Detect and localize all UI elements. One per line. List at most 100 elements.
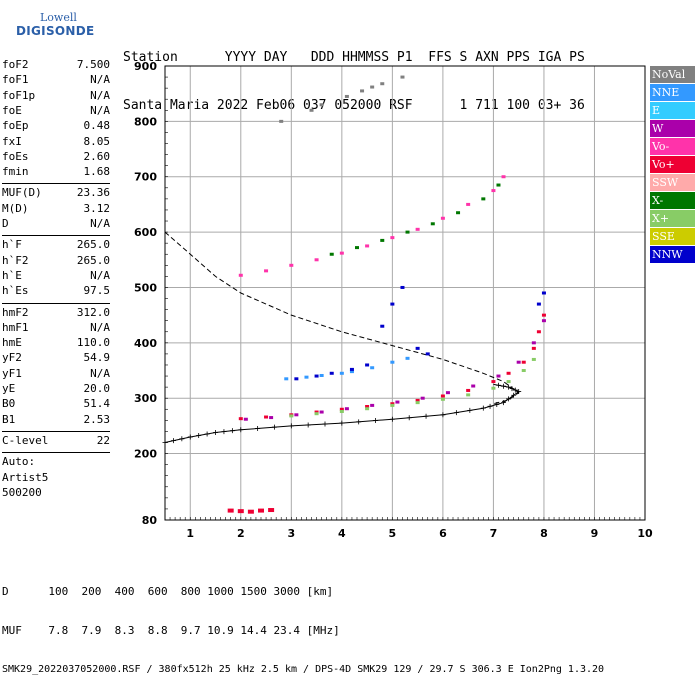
profile-plus-mark (453, 410, 459, 416)
profile-plus-mark (509, 386, 515, 392)
echo-point-x- (415, 401, 420, 405)
profile-plus-mark (467, 407, 473, 413)
param-name: yF2 (2, 351, 22, 365)
echo-point-x- (456, 211, 461, 215)
plot-frame (164, 65, 646, 521)
es-trace-point (258, 508, 264, 513)
echo-point-x- (491, 386, 496, 390)
echo-point-vo- (491, 380, 496, 384)
profile-plus-mark (229, 428, 235, 434)
legend-nne: NNE (650, 84, 695, 101)
y-tick-label: 700 (134, 171, 157, 184)
y-tick-label: 900 (134, 60, 157, 73)
param-name: hmE (2, 336, 22, 350)
x-tick-label: 10 (637, 527, 653, 540)
echo-point-w (496, 374, 501, 378)
y-tick-label: 400 (134, 337, 157, 350)
param-value: N/A (90, 320, 110, 334)
echo-point-vo- (531, 346, 536, 350)
echo-point-x- (440, 397, 445, 401)
profile-plus-mark (487, 403, 493, 409)
param-separator (2, 183, 110, 185)
echo-point-x- (521, 369, 526, 373)
param-name: foF1p (2, 88, 36, 102)
y-tick-label: 80 (142, 514, 158, 527)
param-row: foE N/A (2, 104, 110, 118)
x-tick-label: 3 (287, 527, 295, 540)
param-name: foF2 (2, 58, 29, 71)
profile-plus-mark (501, 383, 507, 389)
profile-plus-mark (288, 423, 294, 429)
legend-e: E (650, 102, 695, 119)
param-value: 2.60 (83, 149, 111, 163)
echo-point-vo- (264, 269, 269, 273)
param-row: foF2 7.500 (2, 58, 110, 72)
echo-point-nne (319, 373, 324, 377)
footer-distance-row: D 100 200 400 600 800 1000 1500 3000 [km… (2, 585, 334, 598)
echo-point-noval (400, 75, 405, 79)
echo-point-x- (329, 252, 334, 256)
param-value: 22 (96, 433, 110, 447)
x-tick-label: 2 (237, 527, 245, 540)
echo-point-vo- (536, 330, 541, 334)
profile-plus-mark (516, 389, 522, 395)
echo-point-vo- (365, 405, 370, 408)
echo-point-w (531, 341, 536, 345)
param-value: 265.0 (76, 238, 110, 252)
profile-plus-mark (322, 421, 328, 427)
echo-point-nnw (536, 302, 541, 306)
echo-point-w (243, 417, 248, 421)
echo-point-x- (430, 222, 435, 226)
ionogram-chart: 1 2 3 4 5 6 7 8 9 10 80 200 300 400 500 600 700 800 900 (134, 60, 653, 540)
logo-line2: DIGISONDE (16, 24, 95, 38)
profile-plus-mark (512, 387, 518, 393)
echo-point-x- (405, 230, 410, 234)
es-trace-point (227, 508, 234, 513)
echo-point-vo- (339, 407, 344, 411)
profile-plus-mark (480, 405, 486, 411)
legend-ssw: SSW (650, 174, 695, 191)
legend-vo-: Vo- (650, 138, 695, 155)
echo-point-vo- (521, 360, 526, 364)
param-value: N/A (90, 366, 110, 380)
echo-point-x- (289, 414, 294, 418)
echo-point-x- (506, 380, 511, 384)
profile-plus-mark (501, 400, 507, 406)
param-separator (2, 430, 110, 432)
footer-info: D 100 200 400 600 800 1000 1500 3000 [km… (2, 559, 604, 689)
param-row: fxI 8.05 (2, 135, 110, 149)
param-name: 500200 (2, 485, 42, 499)
echo-point-noval (360, 89, 365, 93)
param-value: 1.68 (83, 165, 111, 179)
profile-plus-mark (406, 415, 412, 421)
y-tick-label: 200 (134, 448, 157, 461)
echo-point-nne (284, 377, 289, 381)
param-name: foF1 (2, 73, 29, 87)
param-value: 8.05 (83, 134, 111, 148)
param-name: D (2, 217, 9, 230)
profile-plus-mark (271, 424, 277, 430)
header-column-titles: Station YYYY DAY DDD HHMMSS P1 FFS S AXN… (123, 50, 585, 65)
profile-plus-mark (373, 418, 379, 424)
param-separator (2, 235, 110, 237)
param-name: yF1 (2, 366, 22, 380)
param-value: 3.12 (83, 201, 111, 215)
profile-plus-mark (423, 413, 429, 419)
echo-point-vo- (390, 402, 395, 406)
echo-point-vo- (491, 189, 496, 193)
profile-plus-mark (204, 431, 210, 437)
param-name: C-level (2, 433, 49, 447)
echo-point-w (420, 396, 425, 400)
echo-point-w (294, 413, 299, 417)
echo-point-x- (355, 246, 359, 250)
echo-point-w (370, 403, 375, 407)
echo-point-w (395, 400, 400, 404)
profile-plus-mark (305, 422, 311, 428)
param-row: hmF2 312.0 (2, 306, 110, 320)
param-value: N/A (90, 73, 110, 87)
param-row: h`E N/A (2, 269, 110, 283)
profile-plus-mark (221, 429, 227, 435)
profile-plus-mark (339, 420, 345, 426)
echo-point-nne (304, 375, 309, 379)
echo-point-vo- (314, 258, 319, 262)
